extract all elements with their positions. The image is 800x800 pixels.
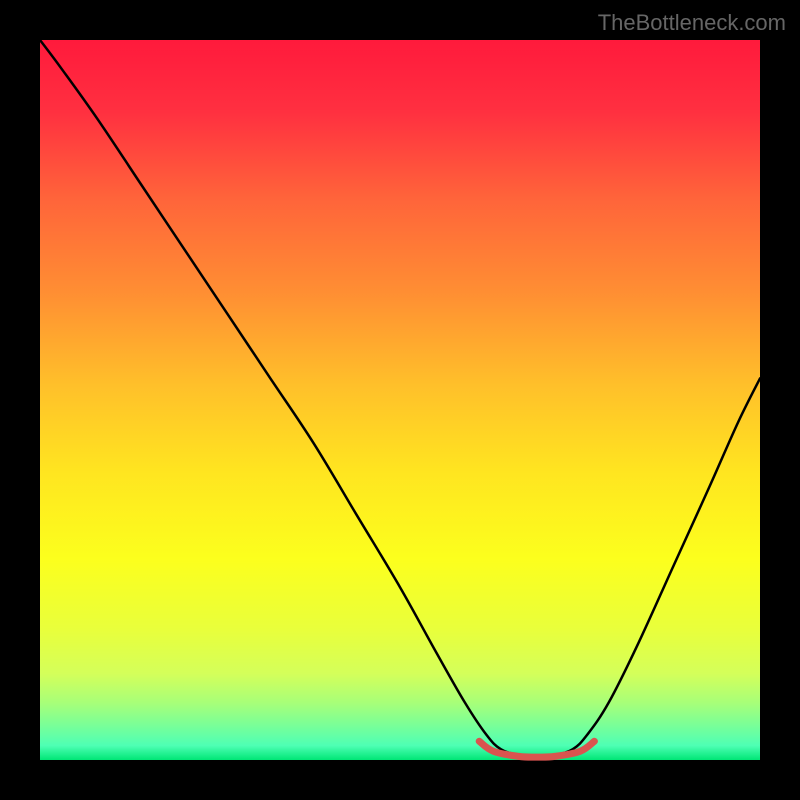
- chart-background: [40, 40, 760, 760]
- bottleneck-curve-chart: [0, 0, 800, 800]
- chart-container: TheBottleneck.com: [0, 0, 800, 800]
- watermark-text: TheBottleneck.com: [598, 10, 786, 36]
